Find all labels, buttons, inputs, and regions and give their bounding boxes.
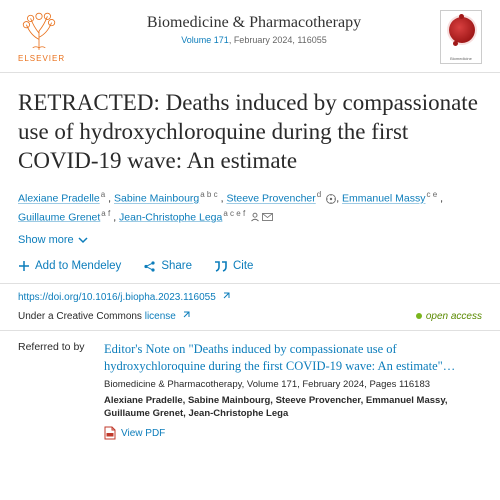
author-affiliation: a f [101,209,110,218]
cite-button[interactable]: Cite [214,260,253,272]
add-mendeley-label: Add to Mendeley [35,260,121,272]
author-link[interactable]: Steeve Provencher [226,193,315,205]
referred-to-by: Referred to by Editor's Note on "Deaths … [0,331,500,448]
open-access-badge: open access [416,311,482,322]
author-link[interactable]: Emmanuel Massy [342,193,425,205]
share-button[interactable]: Share [143,260,192,273]
add-mendeley-button[interactable]: Add to Mendeley [18,260,121,272]
chevron-down-icon [78,235,88,245]
doi-text: https://doi.org/10.1016/j.biopha.2023.11… [18,292,216,303]
cover-art-icon [449,17,475,43]
cite-label: Cite [233,260,253,272]
author-affiliation: a [101,190,105,199]
referred-authors: Alexiane Pradelle, Sabine Mainbourg, Ste… [104,394,482,421]
view-pdf-button[interactable]: View PDF [104,426,482,440]
open-access-label: open access [426,311,482,322]
license-link[interactable]: license [145,311,176,322]
quote-icon [214,260,228,272]
referred-body: Editor's Note on "Deaths induced by comp… [104,341,482,440]
journal-header: ELSEVIER Biomedicine & Pharmacotherapy V… [0,0,500,73]
journal-info: Biomedicine & Pharmacotherapy Volume 171… [68,10,440,45]
pdf-icon [104,426,116,440]
license-row: Under a Creative Commons license open ac… [0,307,500,331]
article-title-block: RETRACTED: Deaths induced by compassiona… [0,73,500,183]
author-link[interactable]: Jean-Christophe Lega [119,211,222,223]
publisher-name: ELSEVIER [18,54,68,63]
elsevier-tree-icon [18,10,60,52]
open-access-dot-icon [416,313,422,319]
referred-title-link[interactable]: Editor's Note on "Deaths induced by comp… [104,341,482,375]
cover-caption: Biomedicine [443,57,479,61]
author-affiliation: d [317,190,321,199]
orcid-icon [326,194,336,204]
view-pdf-label: View PDF [121,428,165,439]
referred-label: Referred to by [18,341,86,440]
envelope-icon[interactable] [262,213,273,221]
author-link[interactable]: Guillaume Grenet [18,211,100,223]
person-icon [250,212,260,222]
plus-icon [18,260,30,272]
authors-list: Alexiane Pradellea, Sabine Mainbourga b … [0,183,500,230]
referred-citation: Biomedicine & Pharmacotherapy, Volume 17… [104,379,482,390]
journal-title[interactable]: Biomedicine & Pharmacotherapy [68,14,440,32]
article-actions: Add to Mendeley Share Cite [0,254,500,284]
show-more-label: Show more [18,234,74,246]
license-text: Under a Creative Commons license [18,311,190,322]
author-affiliation: a c e f [223,209,245,218]
author-link[interactable]: Alexiane Pradelle [18,193,100,205]
journal-issue: Volume 171, February 2024, 116055 [68,35,440,45]
author-link[interactable]: Sabine Mainbourg [114,193,199,205]
license-prefix: Under a Creative Commons [18,311,145,322]
doi-link[interactable]: https://doi.org/10.1016/j.biopha.2023.11… [0,284,500,307]
share-icon [143,260,156,273]
author-affiliation: c e [427,190,438,199]
publisher-logo-block[interactable]: ELSEVIER [18,10,68,63]
external-link-icon [222,292,230,300]
external-link-icon [182,311,190,319]
issue-rest: , February 2024, 116055 [229,35,327,45]
show-more-toggle[interactable]: Show more [0,230,500,254]
author-affiliation: a b c [200,190,217,199]
article-title: RETRACTED: Deaths induced by compassiona… [18,89,482,175]
journal-cover[interactable]: Biomedicine [440,10,482,64]
volume-link[interactable]: Volume 171 [181,35,229,45]
share-label: Share [161,260,192,272]
